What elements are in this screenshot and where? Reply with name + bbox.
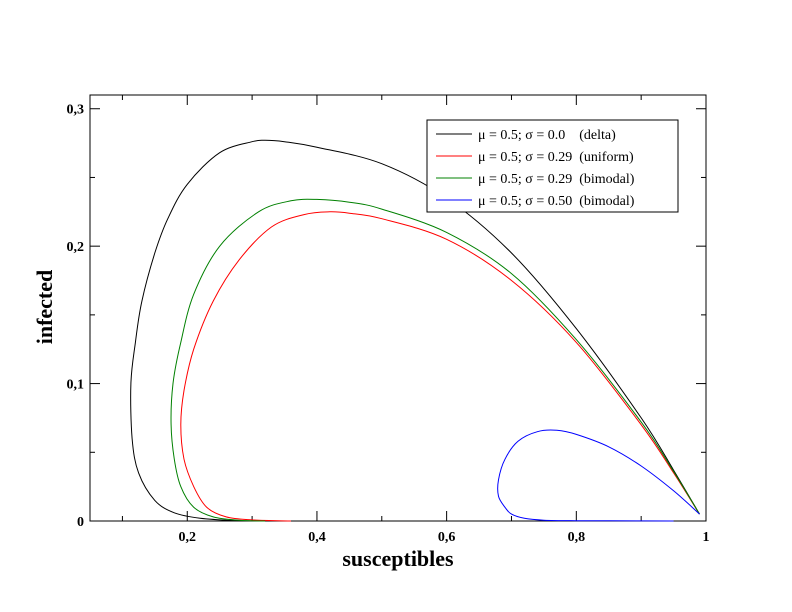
series-line-0 (130, 139, 700, 522)
plot-frame (89, 94, 707, 522)
x-tick-label: 0,8 (568, 530, 586, 545)
legend: μ = 0.5; σ = 0.0 (delta) μ = 0.5; σ = 0.2… (426, 119, 679, 213)
legend-items: μ = 0.5; σ = 0.0 (delta) μ = 0.5; σ = 0.2… (436, 128, 635, 209)
y-tick-label: 0 (77, 515, 84, 530)
legend-label-0: μ = 0.5; σ = 0.0 (delta) (478, 128, 616, 143)
legend-box (426, 119, 679, 213)
legend-label-3: μ = 0.5; σ = 0.50 (bimodal) (478, 194, 635, 209)
series-line-2 (170, 198, 700, 522)
axis-ticks: 0,2 0,4 0,6 0,8 1 0 0,1 0,2 0,3 (67, 95, 710, 545)
x-axis-title: susceptibles (342, 546, 454, 571)
y-axis-title: infected (32, 270, 57, 345)
y-tick-label: 0,1 (67, 378, 85, 393)
series-lines (130, 139, 700, 522)
x-tick-label: 1 (703, 530, 710, 545)
series-line-3 (497, 429, 700, 522)
x-tick-label: 0,2 (179, 530, 197, 545)
y-tick-label: 0,2 (67, 240, 85, 255)
legend-label-1: μ = 0.5; σ = 0.29 (uniform) (478, 150, 634, 165)
legend-label-2: μ = 0.5; σ = 0.29 (bimodal) (478, 172, 635, 187)
series-line-1 (180, 211, 700, 522)
x-tick-label: 0,6 (438, 530, 456, 545)
x-tick-label: 0,4 (308, 530, 326, 545)
y-tick-label: 0,3 (67, 103, 85, 118)
